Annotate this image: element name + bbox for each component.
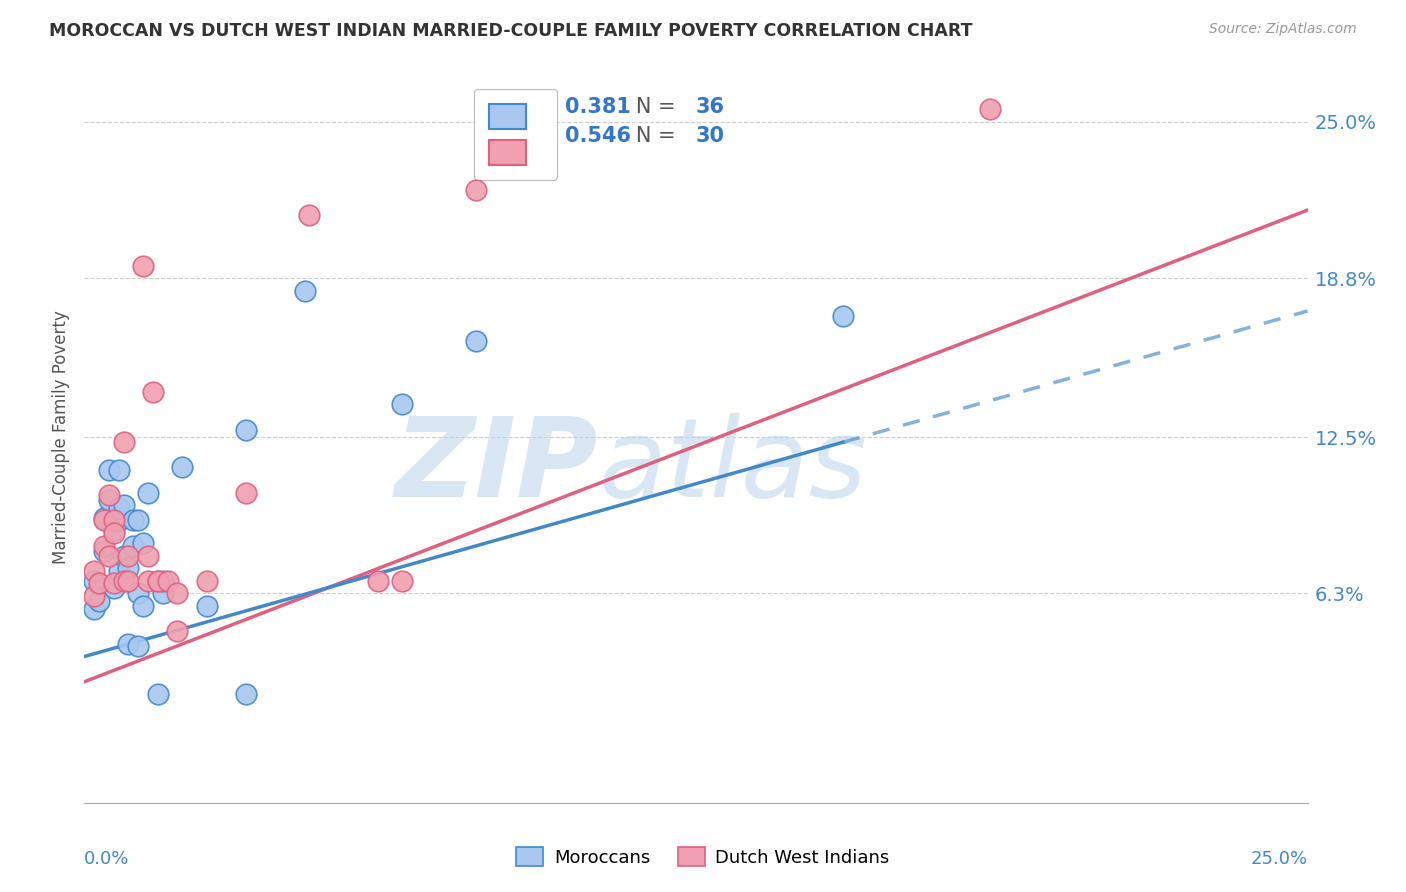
- Text: 0.381: 0.381: [565, 97, 631, 117]
- Point: [156, 574, 179, 588]
- Point: [464, 183, 486, 197]
- Point: [298, 208, 321, 222]
- Text: 0.0%: 0.0%: [84, 850, 129, 868]
- Point: [117, 549, 139, 563]
- Point: [367, 574, 389, 588]
- Point: [103, 513, 125, 527]
- Point: [97, 549, 120, 563]
- Point: [112, 435, 135, 450]
- Point: [87, 594, 110, 608]
- Point: [235, 687, 257, 701]
- Point: [87, 576, 110, 591]
- Point: [83, 564, 105, 578]
- Point: [391, 397, 413, 411]
- Point: [83, 574, 105, 588]
- Point: [103, 576, 125, 591]
- Point: [152, 574, 174, 588]
- Point: [112, 574, 135, 588]
- Point: [166, 624, 188, 639]
- Point: [103, 582, 125, 596]
- Text: R =: R =: [519, 97, 564, 117]
- Point: [117, 574, 139, 588]
- Point: [979, 102, 1001, 116]
- Legend: , : ,: [474, 89, 557, 179]
- Y-axis label: Married-Couple Family Poverty: Married-Couple Family Poverty: [52, 310, 70, 564]
- Point: [112, 549, 135, 563]
- Point: [142, 384, 165, 399]
- Text: R =: R =: [519, 126, 564, 146]
- Point: [235, 423, 257, 437]
- Point: [117, 637, 139, 651]
- Text: Source: ZipAtlas.com: Source: ZipAtlas.com: [1209, 22, 1357, 37]
- Point: [127, 513, 149, 527]
- Text: N =: N =: [616, 97, 683, 117]
- Text: 36: 36: [696, 97, 725, 117]
- Text: MOROCCAN VS DUTCH WEST INDIAN MARRIED-COUPLE FAMILY POVERTY CORRELATION CHART: MOROCCAN VS DUTCH WEST INDIAN MARRIED-CO…: [49, 22, 973, 40]
- Point: [83, 601, 105, 615]
- Point: [132, 599, 155, 613]
- Point: [136, 574, 159, 588]
- Point: [195, 574, 218, 588]
- Point: [107, 463, 129, 477]
- Point: [107, 500, 129, 515]
- Point: [127, 586, 149, 600]
- Point: [464, 334, 486, 349]
- Legend: Moroccans, Dutch West Indians: Moroccans, Dutch West Indians: [509, 840, 897, 874]
- Point: [294, 284, 316, 298]
- Text: 30: 30: [696, 126, 725, 146]
- Point: [97, 493, 120, 508]
- Point: [83, 589, 105, 603]
- Point: [391, 574, 413, 588]
- Point: [107, 513, 129, 527]
- Point: [93, 543, 115, 558]
- Text: atlas: atlas: [598, 413, 866, 520]
- Point: [122, 513, 145, 527]
- Text: 25.0%: 25.0%: [1250, 850, 1308, 868]
- Point: [97, 488, 120, 502]
- Point: [132, 259, 155, 273]
- Point: [152, 586, 174, 600]
- Point: [127, 640, 149, 654]
- Point: [93, 539, 115, 553]
- Point: [132, 536, 155, 550]
- Text: ZIP: ZIP: [395, 413, 598, 520]
- Point: [146, 687, 169, 701]
- Point: [195, 599, 218, 613]
- Point: [146, 574, 169, 588]
- Point: [146, 574, 169, 588]
- Text: N =: N =: [616, 126, 683, 146]
- Point: [136, 549, 159, 563]
- Text: 0.546: 0.546: [565, 126, 631, 146]
- Point: [117, 561, 139, 575]
- Point: [93, 510, 115, 524]
- Point: [166, 586, 188, 600]
- Point: [235, 485, 257, 500]
- Point: [136, 485, 159, 500]
- Point: [107, 564, 129, 578]
- Point: [103, 524, 125, 538]
- Point: [831, 309, 853, 323]
- Point: [172, 460, 194, 475]
- Point: [103, 525, 125, 540]
- Point: [93, 513, 115, 527]
- Point: [112, 498, 135, 512]
- Point: [97, 463, 120, 477]
- Point: [122, 539, 145, 553]
